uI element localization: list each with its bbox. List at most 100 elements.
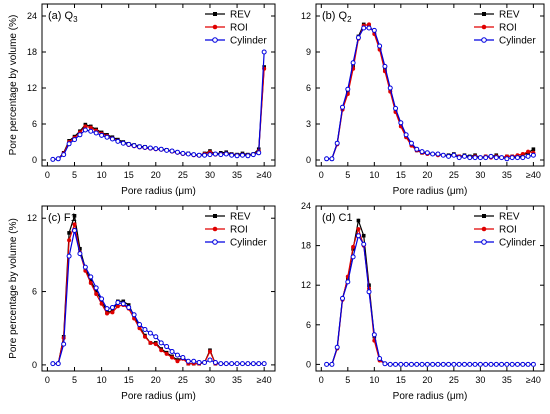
y-tick-label: 6	[32, 119, 37, 129]
data-point	[499, 155, 505, 161]
data-point	[104, 306, 110, 312]
data-point	[115, 300, 121, 306]
data-point	[261, 361, 267, 367]
data-point	[245, 153, 251, 159]
y-tick-label: 0	[306, 359, 311, 369]
series-line-roi	[326, 227, 534, 365]
data-point	[93, 285, 99, 291]
data-point	[403, 361, 409, 367]
x-axis-title: Pore radius (μm)	[393, 391, 468, 402]
data-point	[158, 146, 164, 152]
legend-marker	[482, 12, 486, 16]
data-point	[398, 120, 404, 126]
data-point	[472, 361, 478, 367]
data-point	[504, 156, 510, 162]
x-tick-label: 25	[178, 375, 188, 385]
data-point	[239, 152, 245, 158]
data-point	[387, 85, 393, 91]
data-point	[530, 361, 536, 367]
data-point	[367, 22, 372, 27]
data-point	[250, 361, 256, 367]
data-point	[324, 156, 330, 162]
data-point	[223, 151, 229, 157]
x-axis-title: Pore radius (μm)	[393, 186, 468, 197]
data-point	[229, 361, 235, 367]
data-point	[424, 361, 430, 367]
data-point	[185, 358, 191, 364]
x-axis-title: Pore radius (μm)	[121, 391, 196, 402]
data-point	[99, 301, 104, 306]
data-point	[137, 322, 143, 328]
legend-marker	[212, 37, 218, 43]
data-point	[88, 274, 94, 280]
data-point	[366, 25, 372, 31]
data-point	[361, 241, 367, 247]
data-point	[239, 361, 245, 367]
data-point	[88, 278, 93, 283]
y-tick-label: 0	[32, 360, 37, 370]
data-point	[493, 155, 499, 161]
plot-frame	[315, 3, 545, 167]
panel-label-subscript: 2	[347, 15, 352, 24]
legend-label: ROI	[499, 225, 517, 236]
data-point	[164, 351, 169, 356]
y-axis-title: Pore percentage by volume (%)	[8, 15, 19, 156]
data-point	[126, 304, 132, 310]
data-point	[212, 151, 218, 157]
data-point	[334, 140, 340, 146]
y-tick-label: 12	[301, 280, 311, 290]
data-point	[483, 155, 489, 161]
data-point	[419, 361, 425, 367]
data-point	[88, 281, 93, 285]
x-tick-label: 10	[369, 375, 379, 385]
data-point	[472, 155, 478, 161]
data-point	[408, 140, 414, 146]
data-point	[109, 304, 115, 310]
data-point	[131, 312, 137, 318]
data-point	[456, 361, 462, 367]
data-point	[345, 86, 351, 92]
data-point	[340, 104, 346, 110]
data-point	[366, 289, 372, 295]
data-point	[153, 342, 158, 347]
data-point	[174, 352, 180, 358]
data-point	[329, 156, 335, 162]
data-point	[94, 292, 99, 296]
legend-label: REV	[230, 10, 251, 21]
data-point	[191, 358, 197, 364]
data-point	[185, 151, 191, 157]
data-point	[142, 144, 148, 150]
x-tick-label: 25	[178, 170, 188, 180]
x-tick-label: 35	[232, 375, 242, 385]
data-point	[419, 149, 425, 155]
data-point	[451, 361, 457, 367]
data-point	[361, 233, 366, 238]
x-tick-label: 35	[502, 375, 512, 385]
data-point	[82, 264, 88, 270]
data-point	[377, 43, 383, 49]
x-tick-label: 10	[97, 170, 107, 180]
data-point	[175, 359, 180, 364]
data-point	[77, 251, 83, 257]
data-point	[180, 355, 186, 361]
series-line-cylinder	[52, 51, 265, 160]
data-point	[88, 125, 93, 130]
legend-marker	[213, 12, 217, 16]
data-point	[456, 155, 462, 161]
x-tick-label: 20	[151, 170, 161, 180]
data-point	[414, 361, 420, 367]
data-point	[371, 332, 377, 338]
data-point	[72, 227, 78, 233]
data-point	[147, 145, 153, 151]
data-point	[55, 156, 61, 162]
data-point	[164, 147, 170, 153]
data-point	[88, 128, 94, 134]
data-point	[61, 152, 67, 158]
series-line-roi	[52, 68, 265, 160]
data-point	[72, 213, 77, 218]
panel-label: (c) F1	[48, 212, 77, 224]
data-point	[509, 155, 515, 161]
y-tick-label: 6	[306, 83, 311, 93]
data-point	[66, 253, 72, 259]
